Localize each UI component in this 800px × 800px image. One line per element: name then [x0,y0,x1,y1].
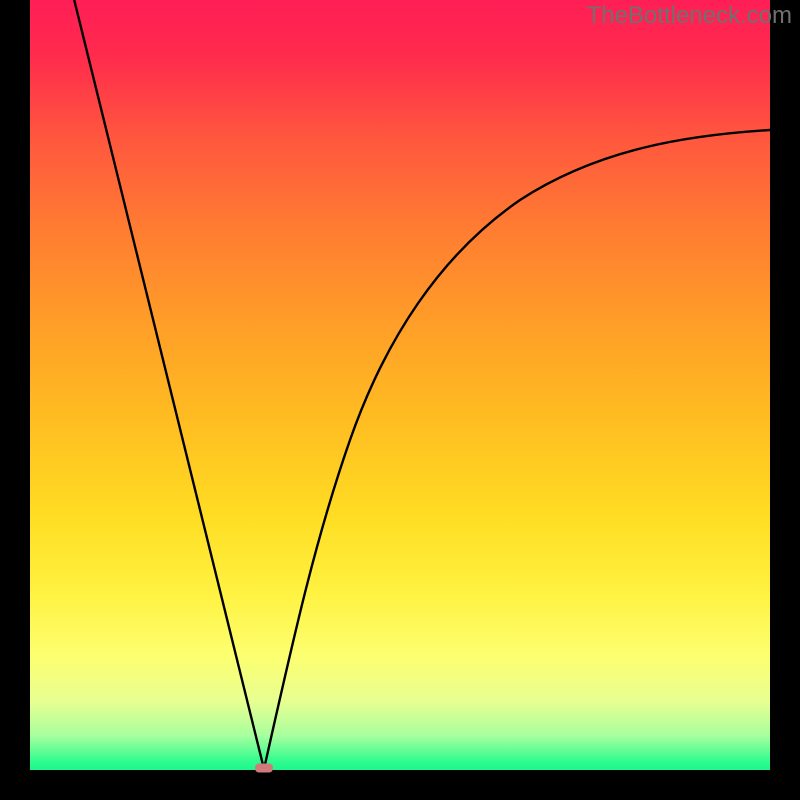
border-right [770,0,800,800]
bottleneck-chart: TheBottleneck.com [0,0,800,800]
min-marker [255,764,273,773]
watermark-text: TheBottleneck.com [587,2,792,30]
border-bottom [0,770,800,800]
gradient-background [30,0,770,770]
chart-svg [0,0,800,800]
border-left [0,0,30,800]
